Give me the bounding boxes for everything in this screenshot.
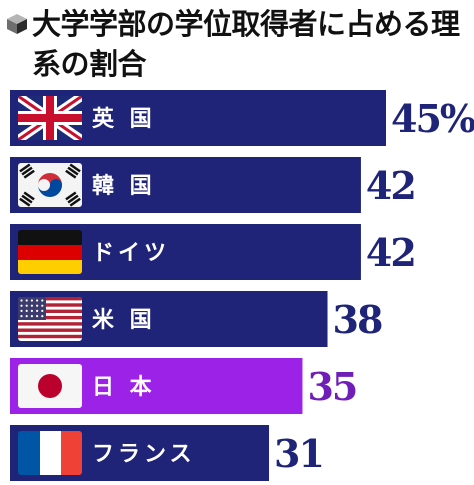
bar-row: フランス 31 — [10, 425, 325, 481]
france-flag-icon — [18, 431, 82, 475]
value-label: 42 — [366, 163, 415, 208]
japan-flag-icon — [18, 364, 82, 408]
category-label: 米 国 — [92, 308, 156, 333]
value-label: 42 — [366, 230, 415, 275]
category-label: 英 国 — [92, 107, 156, 132]
bar-row: 英 国 45% — [10, 90, 474, 146]
chart-title: 大学学部の学位取得者に占める理系の割合 — [32, 7, 460, 81]
cube-icon — [7, 14, 27, 34]
usa-flag-icon — [18, 297, 82, 341]
bar-row: 日 本 35 — [10, 358, 358, 414]
south-korea-flag-icon — [18, 163, 82, 207]
value-label: 31 — [274, 431, 323, 476]
value-label: 35 — [307, 364, 356, 409]
category-label: ドイツ — [92, 241, 170, 266]
uk-flag-icon — [18, 96, 82, 140]
germany-flag-icon — [18, 230, 82, 274]
bar-row: 米 国 38 — [10, 291, 384, 347]
category-label: フランス — [92, 442, 196, 467]
category-label: 日 本 — [92, 375, 156, 400]
bar-row: 韓 国 42 — [10, 157, 417, 213]
value-label: 38 — [333, 297, 382, 342]
value-label: 45% — [391, 96, 474, 141]
category-label: 韓 国 — [92, 173, 156, 199]
bar-row: ドイツ 42 — [10, 224, 417, 280]
